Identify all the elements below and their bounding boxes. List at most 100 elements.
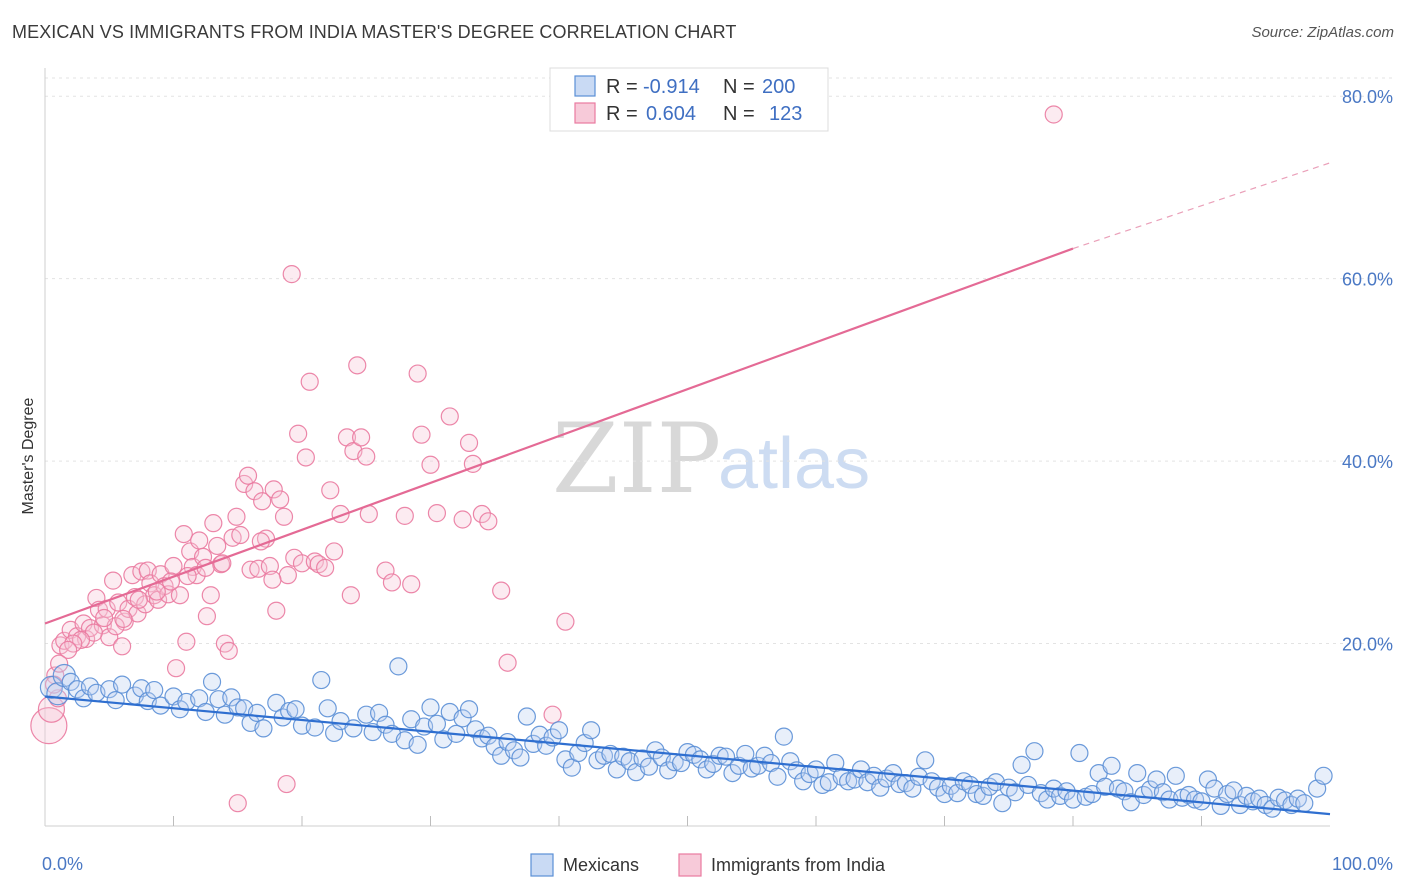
india-point-71 [300, 372, 319, 391]
source-label: Source: ZipAtlas.com [1251, 24, 1394, 41]
india-point-41 [190, 531, 209, 550]
mex-point-98 [723, 763, 742, 783]
india-point-92 [427, 504, 447, 523]
bottom-legend-swatch-india [678, 853, 702, 877]
mex-point-65 [511, 748, 530, 767]
series-mexicans-points [39, 657, 1333, 818]
mex-point-145 [1025, 742, 1044, 761]
india-point-49 [219, 641, 238, 660]
legend-box: R = -0.914 N = 200 R = 0.604 N = 123 [549, 67, 829, 132]
trend-lines [44, 162, 1331, 816]
india-point-37 [177, 632, 196, 651]
india-point-99 [492, 581, 511, 600]
mex-point-25 [228, 698, 247, 717]
india-point-46 [208, 536, 227, 556]
mex-point-71 [549, 721, 569, 740]
mex-point-66 [517, 707, 536, 726]
india-point-82 [352, 428, 371, 447]
india-point-45 [204, 514, 223, 533]
mex-point-116 [839, 772, 858, 791]
india-point-100 [498, 653, 517, 672]
chart-title: MEXICAN VS IMMIGRANTS FROM INDIA MASTER'… [12, 22, 737, 42]
mex-point-165 [1153, 783, 1173, 802]
india-point-34 [166, 659, 186, 678]
mex-point-51 [421, 698, 440, 717]
india-point-89 [408, 364, 427, 383]
legend-n-value-2: 123 [769, 103, 802, 125]
india-point-61 [264, 480, 283, 499]
india-point-94 [453, 510, 472, 529]
mex-point-109 [794, 772, 813, 791]
mex-point-157 [1102, 756, 1121, 775]
india-point-120 [178, 566, 197, 586]
india-point-36 [174, 524, 193, 544]
mex-point-85 [639, 757, 659, 776]
mex-point-35 [305, 718, 324, 737]
india-point-91 [421, 455, 440, 474]
india-point-85 [376, 561, 395, 580]
y-tick-label-2: 60.0% [1342, 270, 1393, 290]
india-point-111 [95, 608, 114, 628]
india-point-79 [341, 586, 360, 605]
india-point-16 [104, 571, 123, 590]
india-point-95 [459, 433, 479, 452]
mex-point-49 [408, 735, 427, 754]
mex-point-172 [1198, 770, 1218, 789]
mex-point-64 [504, 741, 524, 760]
mex-point-143 [1012, 755, 1031, 774]
india-point-106 [263, 570, 282, 589]
mex-point-38 [325, 723, 344, 743]
bottom-legend-label-mexicans: Mexicans [563, 855, 639, 875]
bottom-legend-label-india: Immigrants from India [711, 855, 886, 875]
india-point-18 [112, 637, 132, 656]
india-point-68 [289, 424, 308, 443]
mex-point-21 [202, 672, 222, 691]
mex-point-0 [39, 675, 64, 699]
india-point-83 [357, 447, 376, 466]
legend-swatch-india [574, 102, 596, 124]
india-point-102 [556, 612, 575, 631]
mex-point-152 [1070, 743, 1089, 763]
india-point-58 [253, 492, 272, 511]
mex-point-36 [312, 670, 331, 690]
india-point-93 [440, 407, 459, 426]
legend-r-value-2: 0.604 [646, 103, 696, 125]
mex-point-14 [145, 680, 164, 700]
india-point-76 [325, 542, 344, 561]
watermark-atlas: atlas [718, 424, 870, 504]
trend-line-mexicans [44, 695, 1331, 816]
mex-point-126 [903, 779, 922, 798]
india-point-97 [472, 504, 491, 524]
x-tick-label-0: 0.0% [42, 854, 83, 874]
india-point-105 [277, 774, 296, 794]
legend-n-label-2: N = [723, 103, 755, 125]
mex-point-43 [370, 703, 389, 722]
india-point-43 [197, 607, 217, 626]
axes [44, 68, 1330, 827]
india-point-55 [241, 560, 260, 579]
trend-line-india-extension [1072, 162, 1331, 250]
india-point-56 [245, 482, 264, 501]
india-point-70 [296, 448, 315, 467]
india-point-115 [59, 640, 78, 660]
india-point-65 [278, 566, 297, 585]
india-point-51 [227, 507, 246, 526]
tick-labels: 20.0% 40.0% 60.0% 80.0% 0.0% 100.0% [42, 87, 1393, 874]
mex-point-37 [318, 699, 337, 718]
mex-point-97 [716, 747, 736, 766]
mex-point-24 [222, 688, 241, 707]
india-point-30 [151, 565, 170, 584]
mex-point-121 [871, 778, 890, 797]
india-point-98 [479, 512, 498, 531]
india-point-101 [543, 705, 562, 724]
legend-r-label-2: R = [606, 103, 638, 125]
india-point-87 [395, 506, 414, 525]
india-point-62 [267, 601, 286, 620]
mex-point-167 [1166, 766, 1185, 785]
india-point-118 [114, 609, 133, 629]
mex-point-137 [973, 786, 993, 805]
india-point-44 [201, 586, 220, 605]
y-tick-label-1: 40.0% [1342, 452, 1393, 472]
mex-point-40 [344, 719, 363, 738]
